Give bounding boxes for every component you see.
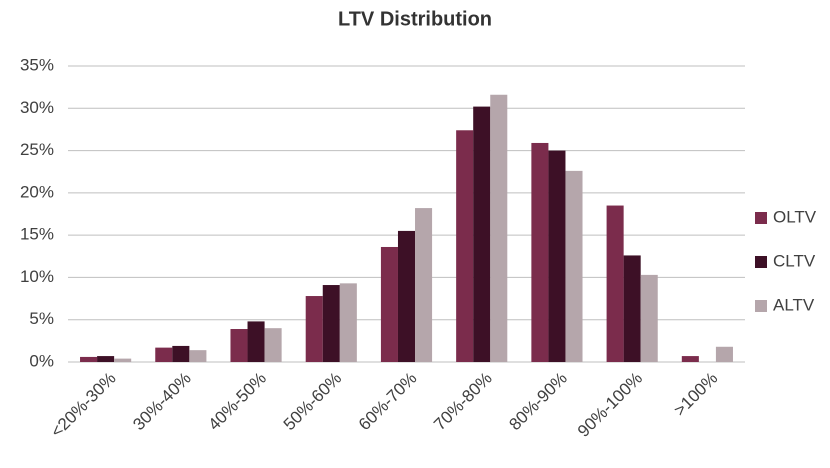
bar (97, 356, 115, 362)
legend-label: ALTV (773, 295, 815, 314)
x-tick-label: 70%-80% (430, 369, 496, 435)
x-tick-label: 60%-70% (355, 369, 421, 435)
legend-swatch (755, 256, 767, 268)
legend-label: OLTV (773, 207, 817, 226)
y-tick-label: 20% (20, 182, 54, 201)
bar (264, 328, 282, 362)
bar (490, 94, 508, 363)
bar (114, 358, 132, 362)
bar (456, 130, 474, 362)
x-tick-label: 30%-40% (129, 369, 195, 435)
x-tick-label: <20%-30% (47, 369, 120, 442)
y-tick-label: 10% (20, 267, 54, 286)
bar (548, 150, 566, 362)
x-tick-label: 90%-100% (574, 369, 646, 441)
bar (473, 106, 491, 362)
y-tick-label: 15% (20, 225, 54, 244)
legend-swatch (755, 212, 767, 224)
x-tick-label: 40%-50% (204, 369, 270, 435)
y-tick-label: 35% (20, 55, 54, 74)
bar (640, 274, 658, 362)
bar (322, 285, 340, 362)
bar (623, 255, 641, 362)
bar (531, 142, 549, 362)
chart-title: LTV Distribution (338, 8, 492, 30)
y-tick-label: 30% (20, 98, 54, 117)
bar (715, 346, 733, 362)
x-tick-label: >100% (670, 369, 721, 420)
y-tick-label: 5% (29, 309, 54, 328)
y-tick-label: 25% (20, 140, 54, 159)
bar (339, 283, 357, 362)
bar (681, 356, 699, 362)
x-tick-label: 80%-90% (505, 369, 571, 435)
bar (380, 246, 398, 362)
bar (305, 296, 323, 362)
y-tick-label: 0% (29, 351, 54, 370)
bar (247, 321, 265, 362)
bar (230, 329, 248, 362)
bar (155, 347, 173, 362)
bar (606, 205, 624, 362)
bar (80, 356, 98, 362)
legend-label: CLTV (773, 251, 816, 270)
bar (565, 170, 583, 362)
bar (415, 208, 433, 362)
bar (189, 350, 207, 362)
legend-swatch (755, 300, 767, 312)
x-tick-label: 50%-60% (280, 369, 346, 435)
bar (397, 230, 416, 362)
bar (172, 345, 190, 362)
